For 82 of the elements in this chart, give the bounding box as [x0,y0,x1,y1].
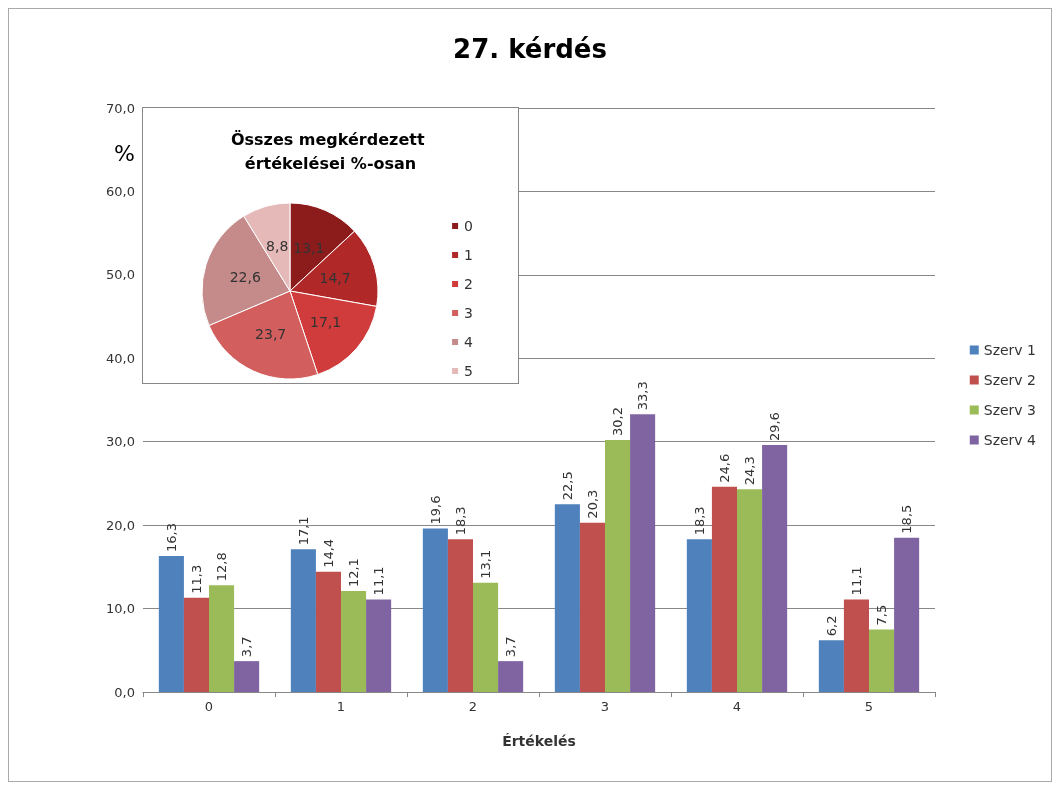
data-label: 11,1 [848,566,864,596]
data-label: 12,1 [346,558,362,588]
bar [818,640,844,692]
data-label: 3,7 [239,636,255,658]
data-label: 13,1 [293,239,325,256]
x-tick-label: 5 [864,699,874,714]
legend-label: Szerv 1 [983,342,1036,358]
legend-label: 5 [464,363,474,379]
data-label: 18,3 [452,506,468,536]
data-label: 6,2 [823,615,839,637]
bar [498,661,524,692]
bar [234,661,260,692]
data-label: 8,8 [266,237,289,254]
y-tick-label: 10,0 [106,601,135,617]
y-tick-label: 70,0 [106,100,135,116]
bar [366,599,392,692]
y-axis-title: % [114,140,135,166]
bar [315,571,341,692]
bar [711,486,737,692]
y-tick-label: 60,0 [106,183,135,199]
data-label: 7,5 [874,604,890,626]
bar [473,582,499,692]
y-tick-label: 30,0 [106,434,135,450]
data-label: 17,1 [309,313,342,330]
bar [554,504,580,692]
data-label: 20,3 [584,489,600,519]
data-label: 22,5 [559,471,575,501]
bar [290,549,316,692]
bar [869,629,895,692]
bar [158,556,184,692]
bar [894,537,920,692]
legend-label: Szerv 4 [983,432,1037,448]
data-label: 11,1 [371,566,387,596]
bar [341,591,367,692]
data-label: 24,3 [742,456,758,486]
bar [605,440,631,692]
bar [630,414,656,692]
legend-label: 0 [464,218,474,234]
x-axis-title: Értékelés [502,733,576,749]
bar [579,522,605,692]
x-tick-label: 3 [600,699,610,714]
data-label: 14,4 [320,538,336,568]
legend-label: Szerv 3 [983,402,1036,418]
y-tick-label: 20,0 [106,517,135,533]
data-label: 23,7 [255,325,287,342]
legend-label: 3 [464,305,474,321]
data-label: 3,7 [503,636,519,658]
data-label: 22,6 [229,268,261,285]
data-label: 18,5 [899,504,915,534]
data-label: 16,3 [163,523,179,553]
chart-title: Összes megkérdezett értékelései %-osan [230,129,431,173]
bar [183,597,209,692]
legend-label: 4 [464,334,474,350]
data-label: 13,1 [478,549,494,579]
y-tick-label: 50,0 [106,267,135,283]
data-label: 17,1 [295,516,311,546]
data-label: 33,3 [635,381,651,411]
x-tick-label: 2 [468,699,478,714]
legend-label: Szerv 2 [983,372,1036,388]
data-label: 18,3 [691,506,707,536]
bar [686,539,712,692]
bar [843,599,869,692]
data-label: 29,6 [767,412,783,442]
y-tick-label: 0,0 [114,684,135,700]
bar [209,585,235,692]
chart-title: 27. kérdés [453,34,607,64]
data-label: 19,6 [427,495,443,525]
legend-label: 2 [464,276,474,292]
x-tick-label: 4 [732,699,742,714]
data-label: 30,2 [610,407,626,437]
data-label: 12,8 [214,552,230,582]
bar [762,445,788,692]
bar [447,539,473,692]
y-tick-label: 40,0 [106,350,135,366]
bar [422,528,448,692]
legend-label: 1 [464,247,474,263]
data-label: 24,6 [716,453,732,483]
x-tick-label: 0 [204,699,214,714]
x-tick-label: 1 [336,699,346,714]
bar [737,489,763,692]
data-label: 14,7 [319,269,351,286]
data-label: 11,3 [188,564,204,594]
